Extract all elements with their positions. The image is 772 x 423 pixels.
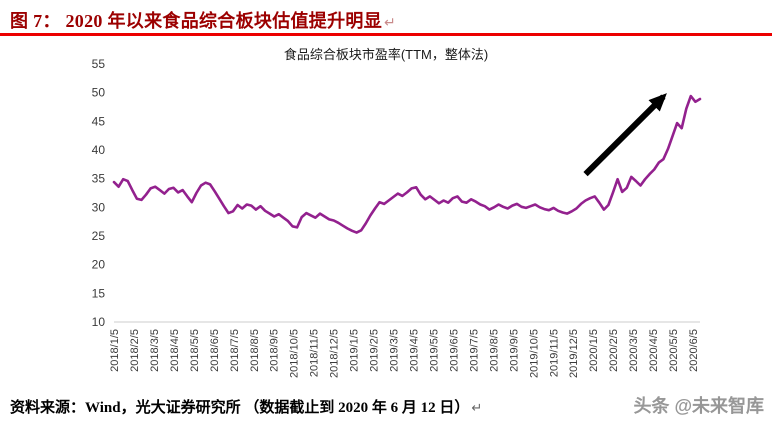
- svg-text:10: 10: [92, 315, 106, 329]
- svg-text:40: 40: [92, 143, 106, 157]
- svg-text:2018/1/5: 2018/1/5: [109, 329, 121, 372]
- y-axis-labels: 10 15 20 25 30 35 40 45 50 55: [92, 57, 106, 329]
- svg-text:2018/9/5: 2018/9/5: [269, 329, 281, 372]
- svg-text:2019/9/5: 2019/9/5: [508, 329, 520, 372]
- svg-text:2019/10/5: 2019/10/5: [528, 329, 540, 378]
- source-line: 资料来源：Wind，光大证券研究所 （数据截止到 2020 年 6 月 12 日…: [10, 396, 482, 417]
- return-mark-icon: ↵: [471, 400, 483, 415]
- svg-text:2019/3/5: 2019/3/5: [389, 329, 401, 372]
- svg-text:50: 50: [92, 86, 106, 100]
- chart-title: 食品综合板块市盈率(TTM，整体法): [283, 47, 489, 62]
- svg-text:2019/6/5: 2019/6/5: [448, 329, 460, 372]
- svg-text:2019/5/5: 2019/5/5: [428, 329, 440, 372]
- svg-text:30: 30: [92, 200, 106, 214]
- svg-text:2019/4/5: 2019/4/5: [408, 329, 420, 372]
- svg-text:2020/1/5: 2020/1/5: [588, 329, 600, 372]
- svg-text:2018/10/5: 2018/10/5: [289, 329, 301, 378]
- svg-text:2019/1/5: 2019/1/5: [349, 329, 361, 372]
- svg-text:55: 55: [92, 57, 106, 71]
- source-text: Wind，光大证券研究所 （数据截止到 2020 年 6 月 12 日）: [85, 400, 470, 416]
- svg-text:25: 25: [92, 229, 106, 243]
- svg-text:2018/3/5: 2018/3/5: [149, 329, 161, 372]
- title-rule: [0, 33, 772, 36]
- svg-text:20: 20: [92, 258, 106, 272]
- svg-text:35: 35: [92, 172, 106, 186]
- svg-text:45: 45: [92, 114, 106, 128]
- svg-text:2019/12/5: 2019/12/5: [568, 329, 580, 378]
- svg-text:2019/8/5: 2019/8/5: [488, 329, 500, 372]
- svg-text:2018/11/5: 2018/11/5: [309, 329, 321, 377]
- svg-text:2020/6/5: 2020/6/5: [688, 329, 700, 372]
- figure-title-text: 图 7： 2020 年以来食品综合板块估值提升明显: [10, 11, 382, 31]
- svg-text:2018/7/5: 2018/7/5: [229, 329, 241, 372]
- svg-text:2020/5/5: 2020/5/5: [668, 329, 680, 372]
- svg-text:2019/7/5: 2019/7/5: [468, 329, 480, 372]
- watermark: 头条 @未来智库: [633, 396, 764, 416]
- svg-text:2018/12/5: 2018/12/5: [329, 329, 341, 378]
- source-label: 资料来源：: [10, 400, 86, 416]
- svg-text:2018/2/5: 2018/2/5: [129, 329, 141, 372]
- svg-text:2020/4/5: 2020/4/5: [648, 329, 660, 372]
- svg-text:2019/11/5: 2019/11/5: [548, 329, 560, 377]
- svg-text:2020/2/5: 2020/2/5: [608, 329, 620, 372]
- pe-line-series: [112, 94, 702, 234]
- svg-text:2018/4/5: 2018/4/5: [169, 329, 181, 372]
- return-mark-icon: ↵: [384, 16, 397, 31]
- svg-text:2019/2/5: 2019/2/5: [369, 329, 381, 372]
- svg-text:15: 15: [92, 286, 106, 300]
- svg-text:2018/5/5: 2018/5/5: [189, 329, 201, 372]
- figure-title: 图 7： 2020 年以来食品综合板块估值提升明显 ↵: [10, 7, 396, 33]
- svg-text:2018/6/5: 2018/6/5: [209, 329, 221, 372]
- pe-ratio-chart: 10 15 20 25 30 35 40 45 50 55 2018/1/5 2018/2/5 2018…: [78, 56, 726, 390]
- svg-text:2020/3/5: 2020/3/5: [628, 329, 640, 372]
- trend-arrow: [583, 93, 667, 177]
- svg-text:2018/8/5: 2018/8/5: [249, 329, 261, 372]
- x-axis-labels: 2018/1/5 2018/2/5 2018/3/5 2018/4/5 2018/5/5…: [109, 329, 700, 378]
